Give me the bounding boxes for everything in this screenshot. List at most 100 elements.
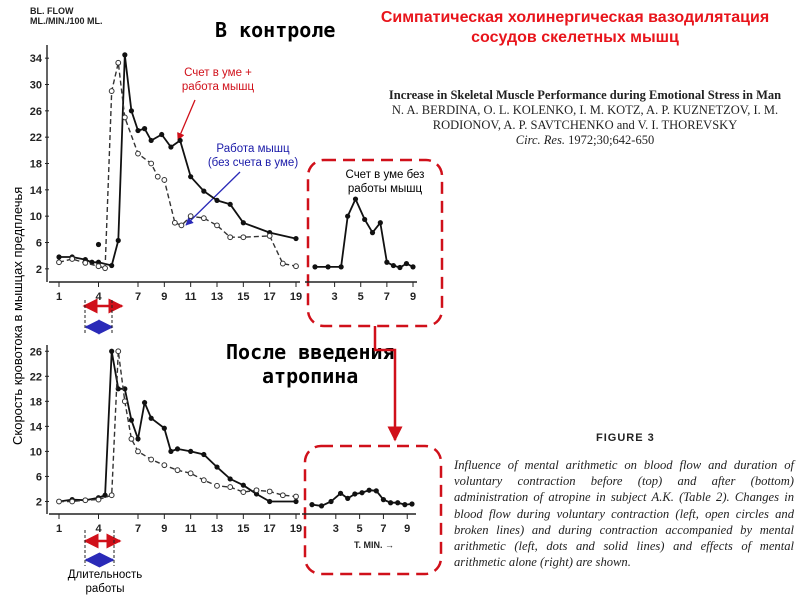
chart0-y-tick-label: 22 [30, 132, 42, 144]
duration-label: Длительность работы [55, 568, 155, 596]
chart2-data-point-open [135, 448, 141, 455]
chart0-x-tick-label: 4 [95, 291, 102, 303]
chart0-data-point [201, 188, 207, 194]
chart1-data-point [410, 264, 416, 270]
chart2-x-tick-label: 15 [237, 523, 249, 535]
chart2-data-point [214, 464, 220, 470]
chart0-y-tick-label: 26 [30, 106, 42, 118]
chart0-y-tick-label: 14 [30, 185, 43, 197]
chart2-data-point-open [174, 467, 181, 474]
chart2-y-tick-label: 6 [36, 471, 42, 483]
chart0-data-point-open [214, 222, 220, 229]
chart0-y-tick-label: 18 [30, 159, 42, 171]
chart0-x-tick-label: 11 [185, 291, 197, 303]
chart3-data-point [328, 498, 334, 505]
chart0-data-point-open [108, 88, 115, 94]
chart2-data-point-open [128, 435, 135, 442]
chart0-x-tick-label: 13 [211, 291, 223, 303]
chart0-data-point [95, 259, 102, 265]
chart2-data-point-open [293, 493, 299, 500]
math-only-box-top [306, 158, 444, 328]
math-only-box-bottom [303, 444, 443, 576]
chart0-data-point [293, 235, 299, 242]
chart2-series-math-work-line [58, 351, 296, 503]
chart0-data-point-open [102, 265, 108, 272]
reference-block: Increase in Skeletal Muscle Performance … [380, 88, 790, 148]
annotation-math-only-line2: работы мышц [347, 183, 423, 195]
chart0-data-point [135, 127, 141, 134]
chart-ylabel-line2: ML./MIN./100 ML. [30, 16, 103, 26]
chart3-x-tick-label: 7 [380, 523, 386, 535]
chart0-marker-point [95, 241, 102, 248]
chart3-data-point [366, 487, 372, 493]
chart2-x-tick-label: 9 [161, 523, 167, 535]
chart0-y-tick-label: 6 [36, 238, 42, 250]
chart2-y-tick-label: 10 [30, 446, 42, 458]
chart2-x-tick-label: 4 [95, 523, 102, 535]
chart0-data-point [148, 137, 154, 144]
chart2-x-tick-label: 7 [135, 523, 141, 535]
chart2-data-point [135, 436, 141, 442]
chart2-x-tick-label: 1 [56, 523, 62, 535]
chart0-data-point [240, 220, 246, 226]
chart2-data-point-open [148, 456, 155, 463]
chart0-data-point-open [121, 114, 128, 121]
chart0-data-point-open [135, 150, 141, 157]
chart0-data-point-open [56, 259, 62, 266]
chart2-data-point [128, 417, 135, 423]
chart3-data-point [359, 490, 365, 496]
chart0-data-point-open [154, 173, 161, 180]
chart2-x-tick-label: 13 [211, 523, 223, 535]
chart2-data-point [161, 425, 167, 431]
chart1-data-point [384, 259, 390, 265]
chart2-data-point [141, 399, 148, 406]
chart0-data-point-open [161, 177, 168, 183]
chart0-y-tick-label: 30 [30, 80, 42, 92]
chart1-data-point [325, 264, 331, 270]
chart2-data-point-open [240, 489, 247, 495]
chart0-data-point [159, 131, 165, 138]
chart2-data-point [168, 448, 174, 455]
chart2-data-point-open [253, 487, 260, 494]
chart3-data-point [409, 501, 415, 507]
chart0-data-point-open [171, 219, 178, 226]
annotation-work-only-line2: (без счета в уме) [207, 157, 299, 169]
chart1-series-math-work-line [315, 196, 414, 269]
chart3-x-label: T. MIN. → [354, 540, 394, 550]
chart2-data-point-open [214, 482, 220, 489]
chart0-y-tick-label: 2 [36, 264, 42, 276]
chart3-x-tick-label: 5 [357, 523, 363, 535]
chart0-data-point-open [82, 260, 89, 266]
chart0-data-point [188, 174, 194, 180]
chart2-data-point [201, 451, 207, 458]
chart1-data-point [397, 264, 403, 271]
chart1-data-point [369, 230, 376, 236]
chart2-data-point-open [69, 498, 76, 505]
chart0-data-point [214, 197, 220, 203]
chart2-data-point [148, 415, 154, 421]
chart2-data-point [240, 482, 246, 488]
reference-title: Increase in Skeletal Muscle Performance … [388, 88, 782, 102]
reference-pages: 1972;30;642-650 [568, 133, 655, 147]
chart0-x-tick-label: 19 [290, 291, 302, 303]
chart1-x-tick-label: 5 [358, 291, 364, 303]
chart0-series-math-work-line [59, 54, 297, 267]
chart1-x-tick-label: 9 [410, 291, 416, 303]
chart2-y-tick-label: 26 [30, 346, 42, 358]
chart2-data-point-open [200, 477, 207, 484]
annotation-work-only-line1: Работа мышц [216, 143, 290, 155]
chart1-data-point [403, 260, 410, 267]
annotation-math-work-line2: работа мышц [181, 81, 255, 93]
chart1-data-point [362, 216, 368, 223]
chart0-data-point [109, 262, 115, 269]
chart0-data-point-open [200, 215, 207, 222]
chart2-data-point [174, 446, 181, 452]
chart2-data-point-open [227, 484, 234, 490]
chart1-data-point [390, 262, 396, 269]
chart0-data-point-open [266, 233, 273, 239]
chart2-data-point-open [115, 348, 122, 355]
chart2-x-tick-label: 11 [185, 523, 197, 535]
chart0-data-point [141, 126, 148, 132]
chart0-data-point-open [293, 263, 299, 270]
chart2-data-point-open [266, 488, 273, 495]
